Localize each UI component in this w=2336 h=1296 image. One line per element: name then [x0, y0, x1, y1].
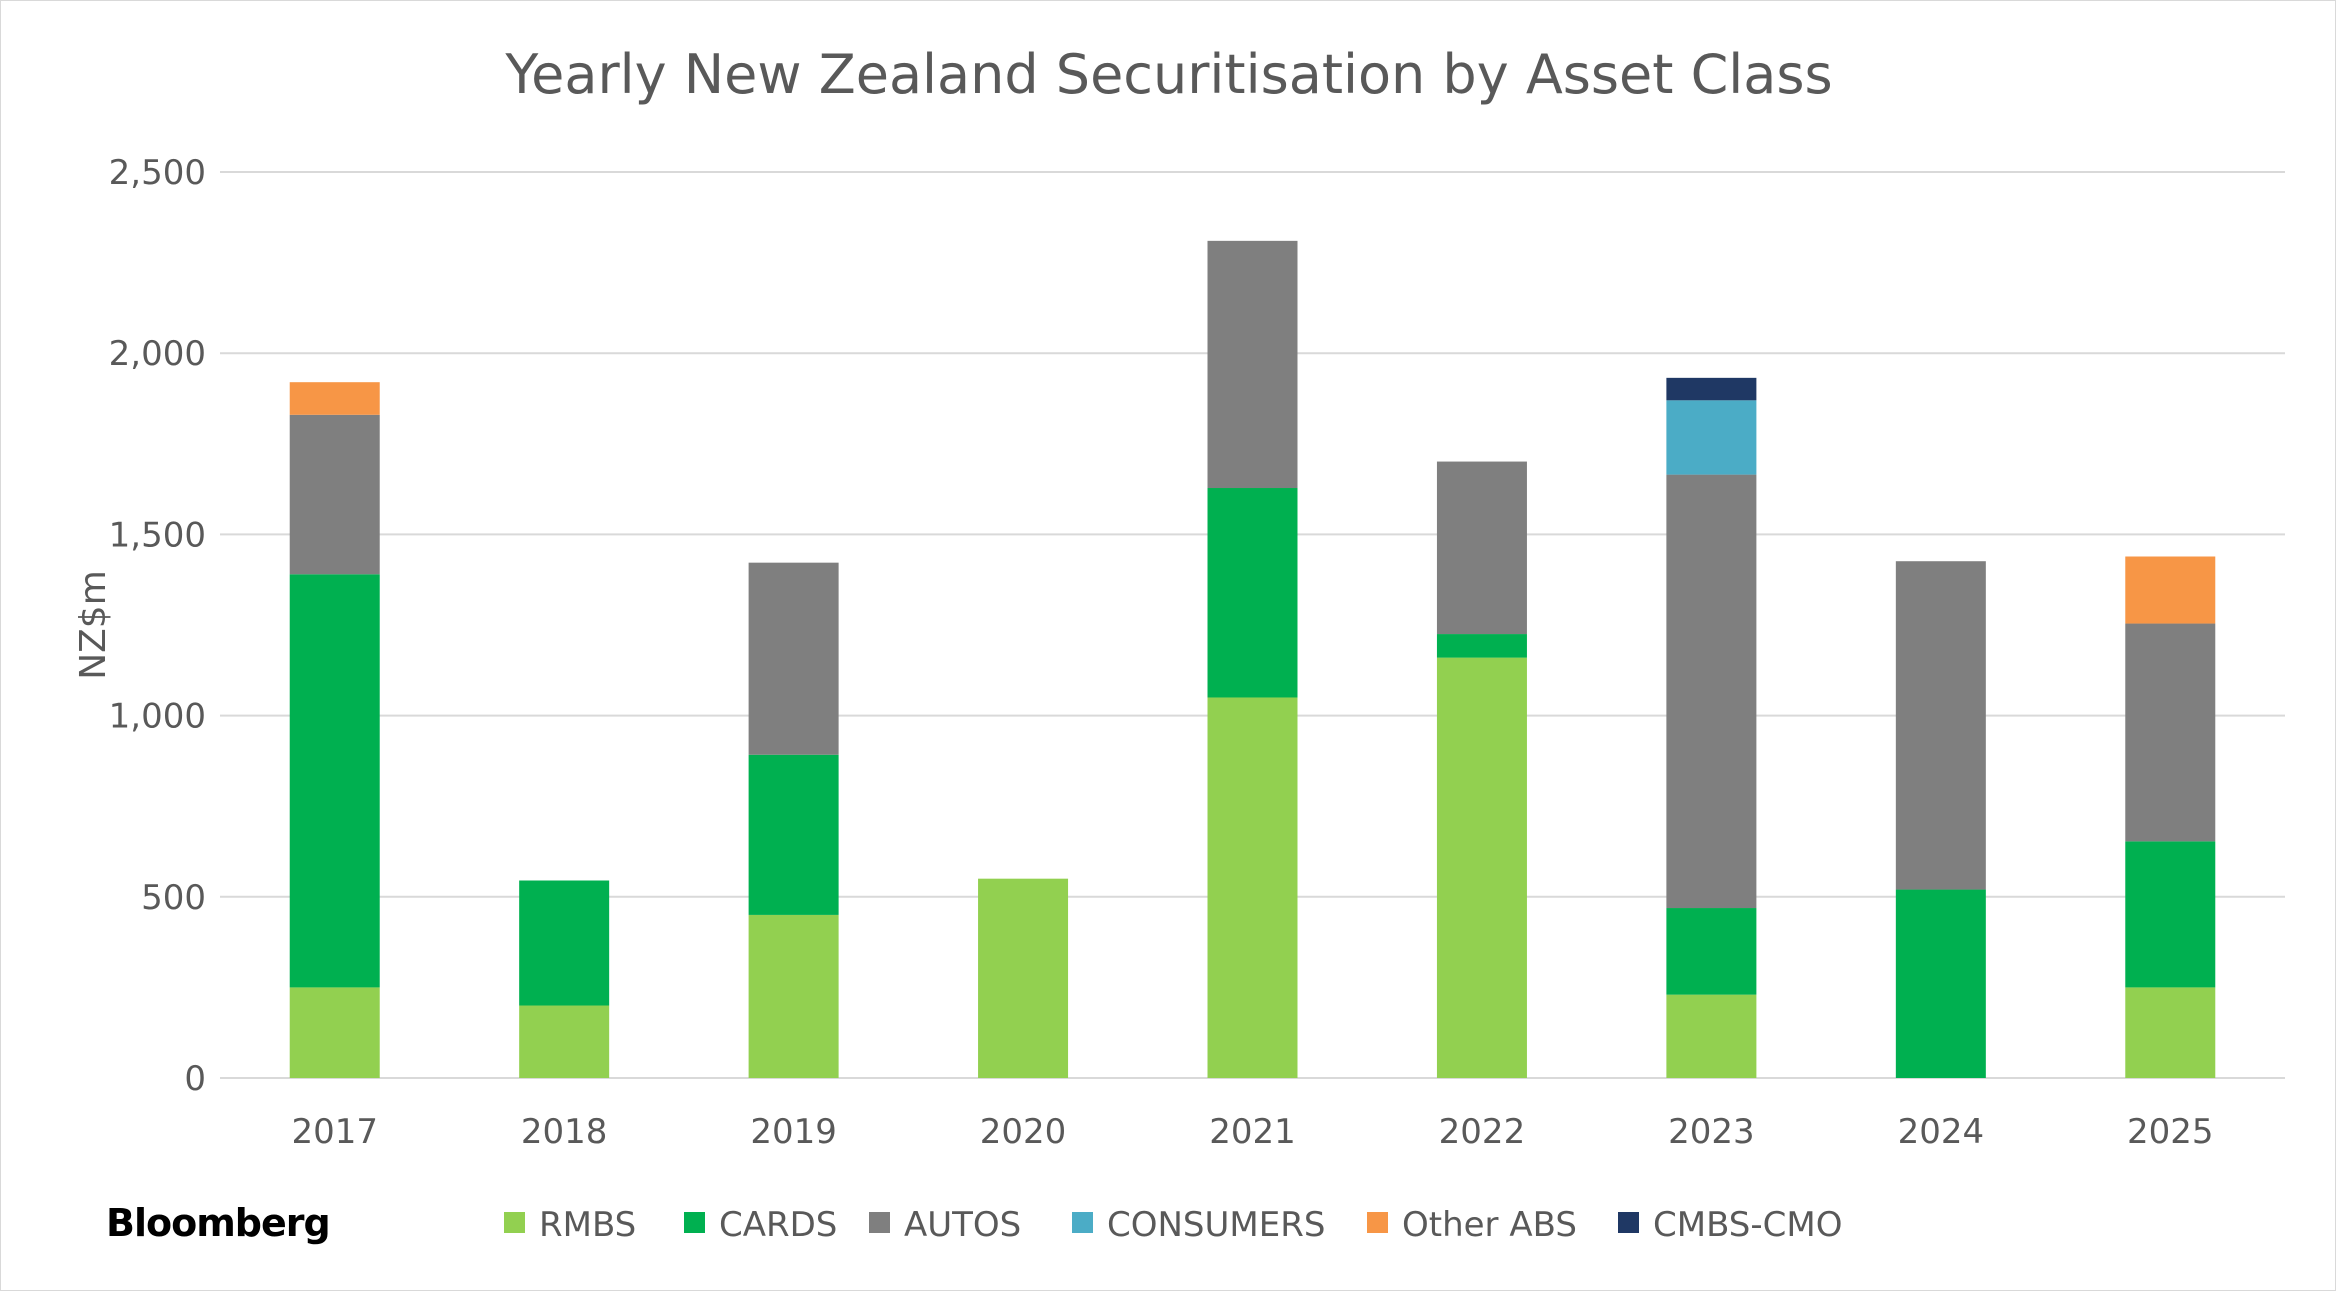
y-tick-label: 1,500	[109, 515, 206, 555]
x-tick-label: 2022	[1439, 1112, 1526, 1152]
bar-cmbs-cmo-2023	[1666, 377, 1757, 401]
legend-item: AUTOS	[869, 1205, 1021, 1245]
bar-cards-2023	[1666, 908, 1757, 995]
chart-title: Yearly New Zealand Securitisation by Ass…	[504, 43, 1832, 106]
bar-cards-2017	[289, 574, 380, 988]
x-tick-label: 2021	[1209, 1112, 1296, 1152]
legend-label: Other ABS	[1402, 1205, 1577, 1245]
legend-item: RMBS	[504, 1205, 636, 1245]
x-tick-label: 2018	[521, 1112, 608, 1152]
bar-rmbs-2025	[2125, 987, 2216, 1078]
x-tick-label: 2023	[1668, 1112, 1755, 1152]
x-tick-label: 2017	[291, 1112, 378, 1152]
bar-cards-2024	[1895, 889, 1986, 1078]
x-tick-label: 2025	[2127, 1112, 2214, 1152]
y-tick-label: 500	[141, 878, 206, 918]
bar-cards-2019	[748, 754, 839, 915]
bloomberg-logo: Bloomberg	[106, 1201, 330, 1245]
y-tick-label: 0	[184, 1059, 206, 1099]
bar-cards-2018	[519, 880, 610, 1006]
legend-swatch	[1072, 1212, 1093, 1233]
bar-autos-2024	[1895, 561, 1986, 890]
y-axis-label: NZ$m	[73, 570, 114, 680]
legend-item: CMBS-CMO	[1618, 1205, 1843, 1245]
x-tick-label: 2024	[1898, 1112, 1985, 1152]
bar-rmbs-2020	[978, 878, 1069, 1078]
bar-autos-2019	[748, 562, 839, 755]
x-tick-label: 2019	[750, 1112, 837, 1152]
legend-label: CONSUMERS	[1107, 1205, 1325, 1245]
legend-label: RMBS	[539, 1205, 636, 1245]
x-tick-label: 2020	[980, 1112, 1067, 1152]
bar-autos-2022	[1436, 461, 1527, 635]
y-tick-label: 2,500	[109, 153, 206, 193]
bar-rmbs-2019	[748, 914, 839, 1078]
bar-rmbs-2023	[1666, 994, 1757, 1078]
bar-rmbs-2017	[289, 987, 380, 1078]
y-tick-label: 1,000	[109, 697, 206, 737]
bar-cards-2025	[2125, 841, 2216, 988]
legend-item: Other ABS	[1367, 1205, 1577, 1245]
y-tick-label: 2,000	[109, 334, 206, 374]
bar-rmbs-2022	[1436, 657, 1527, 1078]
bar-autos-2025	[2125, 623, 2216, 842]
legend-swatch	[1367, 1212, 1388, 1233]
legend-swatch	[869, 1212, 890, 1233]
legend-swatch	[504, 1212, 525, 1233]
legend-swatch	[684, 1212, 705, 1233]
bar-other-abs-2025	[2125, 556, 2216, 624]
bar-rmbs-2018	[519, 1005, 610, 1078]
bar-cards-2021	[1207, 488, 1298, 698]
bar-autos-2023	[1666, 474, 1757, 909]
legend-label: CMBS-CMO	[1653, 1205, 1843, 1245]
bar-autos-2021	[1207, 240, 1298, 489]
legend-swatch	[1618, 1212, 1639, 1233]
bar-consumers-2023	[1666, 400, 1757, 475]
bar-rmbs-2021	[1207, 697, 1298, 1078]
bar-autos-2017	[289, 414, 380, 575]
bar-other-abs-2017	[289, 382, 380, 415]
legend-label: CARDS	[719, 1205, 837, 1245]
legend-label: AUTOS	[904, 1205, 1021, 1245]
legend-item: CARDS	[684, 1205, 837, 1245]
bar-cards-2022	[1436, 634, 1527, 658]
legend-item: CONSUMERS	[1072, 1205, 1325, 1245]
